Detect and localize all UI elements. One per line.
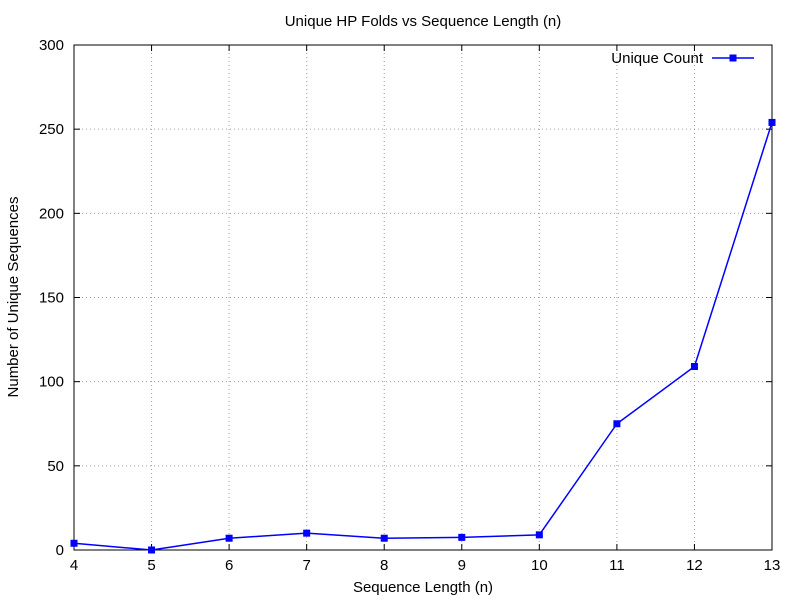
y-tick-label: 300 (39, 37, 64, 54)
legend: Unique Count (611, 50, 754, 67)
series-layer (70, 118, 776, 554)
x-tick-label: 5 (147, 557, 155, 574)
series-line-unique-count (73, 122, 773, 551)
legend-marker-swatch (729, 54, 737, 62)
x-tick-label: 10 (531, 557, 548, 574)
y-tick-label: 100 (39, 374, 64, 391)
data-point (768, 118, 776, 126)
data-point (303, 529, 311, 537)
x-axis-title: Sequence Length (n) (353, 579, 493, 596)
data-point (225, 534, 233, 542)
grid-lines (74, 45, 772, 550)
y-axis-title: Number of Unique Sequences (5, 197, 22, 398)
chart-title: Unique HP Folds vs Sequence Length (n) (285, 13, 562, 30)
data-point (458, 533, 466, 541)
axis-ticks: 4 5 6 7 8 9 10 11 12 13 0 50 100 150 200 250 300 (39, 37, 780, 574)
x-tick-label: 13 (764, 557, 781, 574)
x-tick-label: 4 (70, 557, 78, 574)
legend-label-unique-count: Unique Count (611, 50, 704, 67)
y-tick-label: 200 (39, 205, 64, 222)
x-tick-label: 9 (458, 557, 466, 574)
data-point (148, 546, 156, 554)
data-point (690, 363, 698, 371)
y-tick-label: 150 (39, 290, 64, 307)
x-tick-label: 7 (302, 557, 310, 574)
x-tick-label: 11 (609, 557, 625, 574)
x-tick-label: 8 (380, 557, 388, 574)
y-tick-label: 50 (47, 458, 64, 475)
x-tick-label: 12 (686, 557, 703, 574)
y-tick-label: 0 (56, 542, 64, 559)
data-point (380, 534, 388, 542)
data-point (613, 420, 621, 428)
data-point (535, 531, 543, 539)
y-tick-label: 250 (39, 121, 64, 138)
x-tick-label: 6 (225, 557, 233, 574)
data-point (70, 539, 78, 547)
